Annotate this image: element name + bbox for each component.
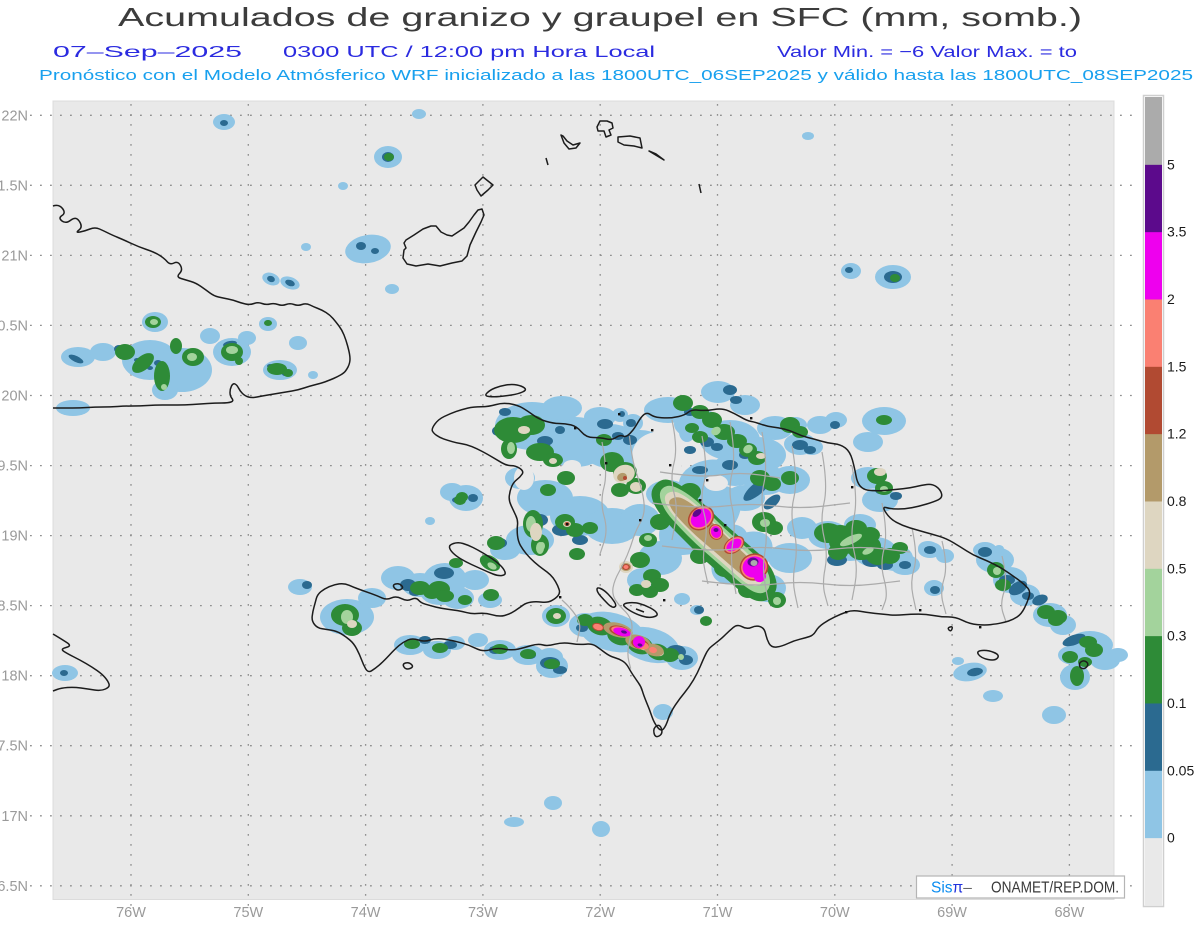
svg-text:18N: 18N [1,669,28,685]
svg-text:Valor Min. = −6 Valor Max. =: Valor Min. = −6 Valor Max. = to [777,44,1077,61]
svg-text:71W: 71W [703,905,733,921]
svg-text:72W: 72W [585,905,615,921]
svg-text:74W: 74W [351,905,381,921]
svg-text:69W: 69W [937,905,967,921]
svg-text:0: 0 [1167,830,1175,846]
svg-text:1.2: 1.2 [1167,426,1187,442]
svg-text:9.5N: 9.5N [0,459,28,475]
svg-text:19N: 19N [1,529,28,545]
svg-text:0.1: 0.1 [1167,695,1187,711]
svg-text:20N: 20N [1,389,28,405]
svg-text:8.5N: 8.5N [0,599,28,615]
svg-text:68W: 68W [1054,905,1084,921]
svg-text:0300 UTC / 12:00 pm Hora Local: 0300 UTC / 12:00 pm Hora Local [283,44,655,61]
svg-text:Pronóstico con el Modelo Atmós: Pronóstico con el Modelo Atmósferico WRF… [39,67,1193,84]
svg-text:22N: 22N [1,108,28,124]
svg-text:1.5N: 1.5N [0,178,28,194]
svg-text:6.5N: 6.5N [0,879,28,895]
svg-text:07–Sep–2025: 07–Sep–2025 [53,44,242,61]
svg-text:0.05: 0.05 [1167,762,1194,778]
svg-text:Sisπ–: Sisπ– [931,880,972,897]
svg-text:73W: 73W [468,905,498,921]
svg-text:70W: 70W [820,905,850,921]
svg-text:5: 5 [1167,156,1175,172]
svg-text:1.5: 1.5 [1167,358,1187,374]
svg-text:Acumulados de granizo y graupe: Acumulados de granizo y graupel en SFC (… [118,2,1082,32]
svg-text:0.3: 0.3 [1167,628,1187,644]
svg-text:0.8: 0.8 [1167,493,1187,509]
svg-text:ONAMET/REP.DOM.: ONAMET/REP.DOM. [991,880,1119,897]
svg-text:3.5: 3.5 [1167,224,1187,240]
svg-text:7.5N: 7.5N [0,739,28,755]
svg-text:17N: 17N [1,809,28,825]
svg-text:76W: 76W [116,905,146,921]
svg-text:21N: 21N [1,248,28,264]
svg-text:0.5N: 0.5N [0,318,28,334]
svg-text:2: 2 [1167,291,1175,307]
svg-text:75W: 75W [233,905,263,921]
svg-text:0.5: 0.5 [1167,560,1187,576]
